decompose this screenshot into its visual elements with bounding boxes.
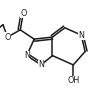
Text: O: O: [4, 33, 11, 42]
Text: N: N: [24, 51, 30, 60]
Text: O: O: [20, 9, 26, 18]
Text: N: N: [78, 30, 84, 40]
Text: N: N: [38, 60, 44, 69]
Text: OH: OH: [67, 76, 79, 85]
